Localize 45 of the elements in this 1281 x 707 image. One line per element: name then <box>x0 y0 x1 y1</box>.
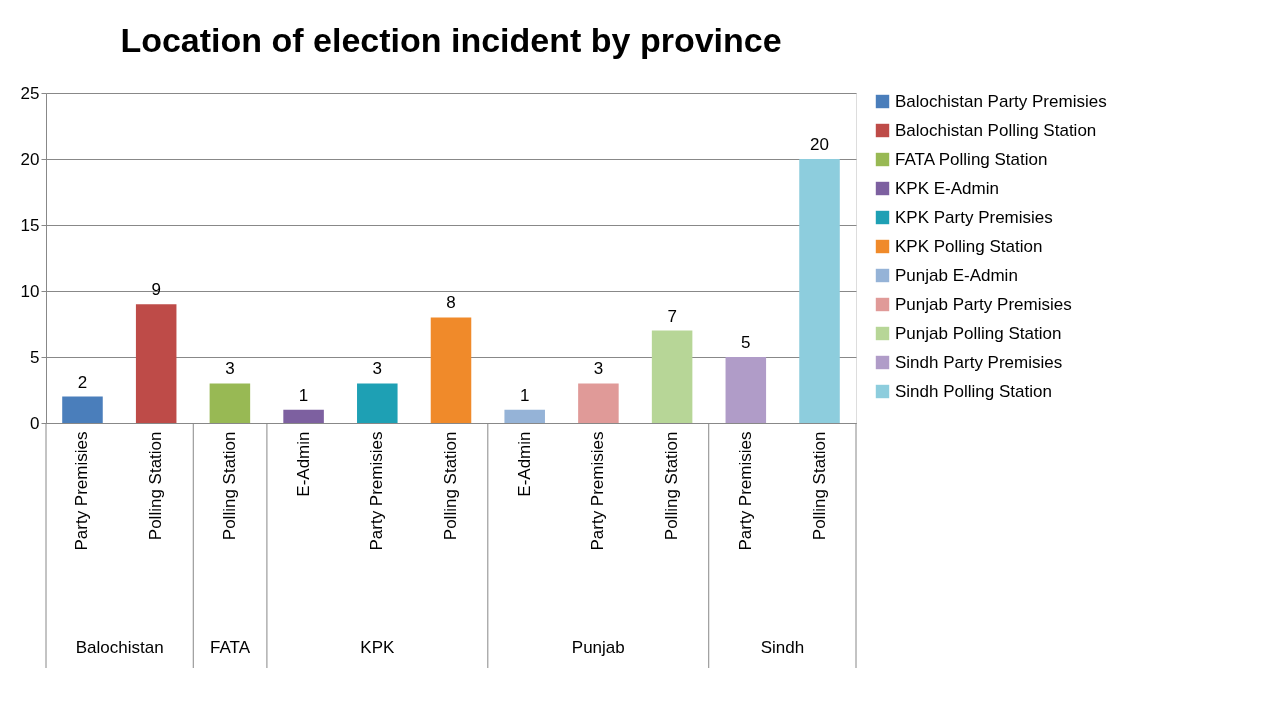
y-tick-label: 20 <box>20 149 40 169</box>
data-label: 5 <box>741 333 751 352</box>
legend-label: Sindh Party Premisies <box>895 352 1063 372</box>
data-label: 2 <box>77 372 88 392</box>
legend-label: Balochistan Party Premisies <box>895 91 1107 111</box>
text: Punjab <box>571 638 625 657</box>
x-tick-label: Party Premisies <box>588 431 608 551</box>
chart-title: Location of election incident by province <box>120 21 782 59</box>
legend-label: Punjab Polling Station <box>895 323 1062 343</box>
text: Sindh <box>760 638 805 657</box>
data-label: 9 <box>151 280 161 300</box>
data-label: 3 <box>372 359 383 379</box>
legend-label: Sindh Polling Station <box>895 381 1052 401</box>
legend-label: KPK E-Admin <box>895 178 999 198</box>
y-tick-label: 15 <box>20 215 40 235</box>
y-tick-label: 5 <box>30 347 40 367</box>
legend-label: FATA Polling Station <box>895 149 1048 169</box>
text: Balochistan <box>75 638 164 657</box>
text: FATA <box>210 638 251 657</box>
data-label: 1 <box>298 385 309 405</box>
x-tick-label: Polling Station <box>146 431 166 541</box>
x-tick-label: E-Admin <box>293 431 313 497</box>
x-tick-label: Party Premisies <box>735 431 755 551</box>
y-tick-label: 25 <box>20 83 40 103</box>
x-tick-label: Polling Station <box>809 431 829 541</box>
legend-label: KPK Party Premisies <box>895 207 1053 227</box>
x-tick-label: Party Premisies <box>72 431 92 551</box>
text: KPK <box>360 638 396 657</box>
x-tick-label: Polling Station <box>219 431 239 541</box>
x-tick-label: Polling Station <box>662 431 682 541</box>
data-label: 20 <box>810 135 829 154</box>
legend-label: KPK Polling Station <box>895 236 1043 256</box>
x-tick-label: E-Admin <box>514 431 534 497</box>
y-tick-label: 0 <box>30 413 40 433</box>
legend-label: Punjab E-Admin <box>895 265 1018 285</box>
data-label: 7 <box>667 306 677 326</box>
x-tick-label: Polling Station <box>441 431 460 541</box>
data-label: 3 <box>593 359 604 379</box>
data-label: 8 <box>446 293 456 313</box>
data-label: 1 <box>519 385 530 405</box>
legend-label: Balochistan Polling Station <box>895 120 1097 140</box>
data-label: 3 <box>225 359 235 379</box>
y-tick-label: 10 <box>20 281 40 301</box>
x-tick-label: Party Premisies <box>367 431 387 551</box>
legend-label: Punjab Party Premisies <box>895 294 1072 314</box>
